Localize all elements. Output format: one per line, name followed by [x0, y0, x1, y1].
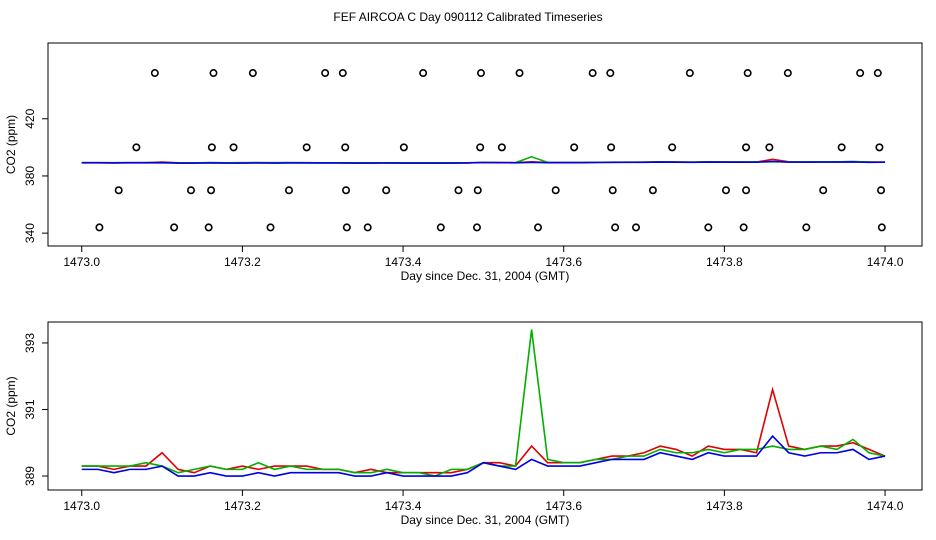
point: [588, 69, 597, 78]
line: [81, 160, 886, 164]
x-tick-label: 1473.8: [706, 499, 743, 513]
line: [81, 329, 886, 477]
point: [551, 186, 560, 195]
point: [266, 223, 275, 232]
point: [497, 143, 506, 152]
point: [685, 69, 694, 78]
figure-title: FEF AIRCOA C Day 090112 Calibrated Times…: [333, 10, 602, 24]
y-axis-label: CO2 (ppm): [4, 376, 18, 435]
x-tick-label: 1473.2: [224, 499, 261, 513]
point: [873, 69, 882, 78]
point: [607, 143, 616, 152]
point: [783, 69, 792, 78]
point: [611, 223, 620, 232]
point: [207, 186, 216, 195]
point: [515, 69, 524, 78]
x-axis-label: Day since Dec. 31, 2004 (GMT): [401, 269, 570, 283]
point: [248, 69, 257, 78]
y-tick-label: 420: [23, 108, 37, 128]
point: [742, 143, 751, 152]
y-tick-label: 391: [23, 399, 37, 419]
x-tick-label: 1473.6: [545, 255, 582, 269]
line: [81, 434, 886, 477]
point: [382, 186, 391, 195]
point: [338, 69, 347, 78]
point: [802, 223, 811, 232]
point: [765, 143, 774, 152]
point: [704, 223, 713, 232]
plot-frame: [47, 42, 923, 247]
point: [721, 186, 730, 195]
point: [150, 69, 159, 78]
point: [342, 186, 351, 195]
point: [648, 186, 657, 195]
point: [302, 143, 311, 152]
point: [132, 143, 141, 152]
point: [739, 223, 748, 232]
point: [606, 69, 615, 78]
plot-area: [81, 69, 886, 232]
x-tick-label: 1473.4: [385, 499, 422, 513]
y-tick-label: 340: [23, 223, 37, 243]
point: [436, 223, 445, 232]
y-axis-label: CO2 (ppm): [4, 115, 18, 174]
point: [321, 69, 330, 78]
point: [632, 223, 641, 232]
point: [341, 143, 350, 152]
point: [399, 143, 408, 152]
point: [342, 223, 351, 232]
point: [473, 186, 482, 195]
plot-area: [81, 329, 886, 477]
point: [856, 69, 865, 78]
plot-frame: [47, 321, 923, 491]
y-tick-label: 380: [23, 166, 37, 186]
point: [472, 223, 481, 232]
x-tick-label: 1474.0: [867, 255, 904, 269]
point: [363, 223, 372, 232]
point: [95, 223, 104, 232]
point: [608, 186, 617, 195]
point: [837, 143, 846, 152]
x-axis-label: Day since Dec. 31, 2004 (GMT): [401, 513, 570, 527]
x-tick-label: 1473.0: [63, 255, 100, 269]
point: [534, 223, 543, 232]
x-tick-label: 1473.8: [706, 255, 743, 269]
point: [476, 143, 485, 152]
point: [875, 143, 884, 152]
point: [170, 223, 179, 232]
point: [284, 186, 293, 195]
point: [877, 223, 886, 232]
x-tick-label: 1473.0: [63, 499, 100, 513]
point: [114, 186, 123, 195]
x-tick-label: 1474.0: [867, 499, 904, 513]
point: [742, 186, 751, 195]
point: [743, 69, 752, 78]
x-tick-label: 1473.2: [224, 255, 261, 269]
point: [204, 223, 213, 232]
point: [877, 186, 886, 195]
point: [229, 143, 238, 152]
point: [186, 186, 195, 195]
point: [476, 69, 485, 78]
x-tick-label: 1473.6: [545, 499, 582, 513]
point: [668, 143, 677, 152]
y-tick-label: 393: [23, 333, 37, 353]
point: [819, 186, 828, 195]
point: [207, 143, 216, 152]
point: [209, 69, 218, 78]
point: [419, 69, 428, 78]
line: [81, 386, 886, 474]
y-tick-label: 389: [23, 466, 37, 486]
x-tick-label: 1473.4: [385, 255, 422, 269]
point: [454, 186, 463, 195]
point: [570, 143, 579, 152]
